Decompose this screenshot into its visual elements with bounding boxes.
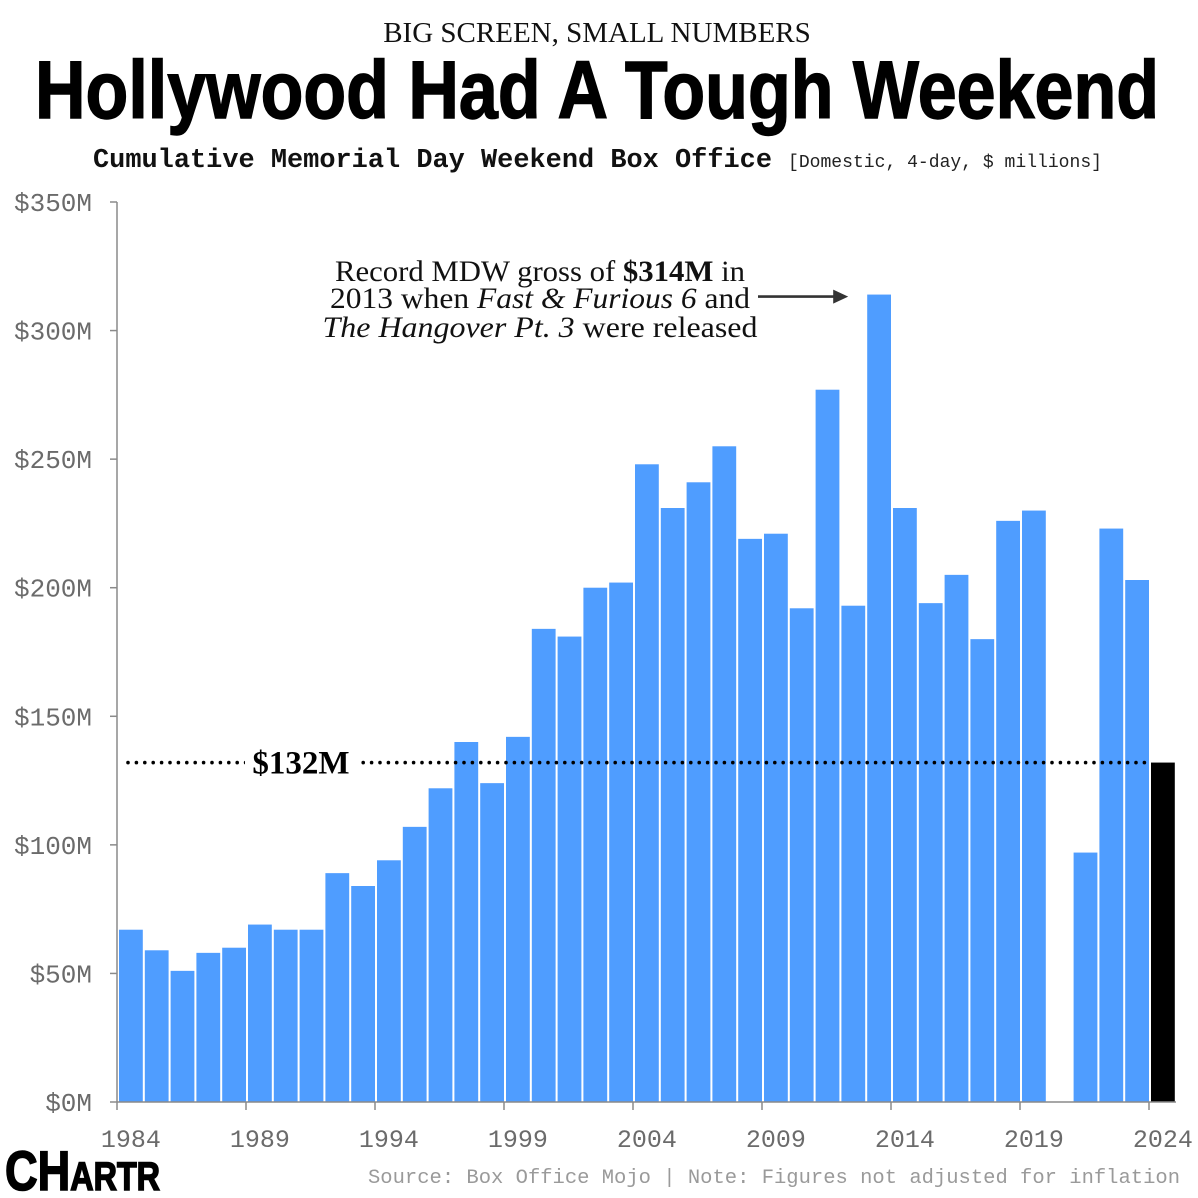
reference-label-background bbox=[245, 744, 357, 779]
bar-1986 bbox=[170, 970, 195, 1102]
bar-2019 bbox=[1022, 510, 1046, 1102]
annotation-text: were released bbox=[575, 311, 758, 344]
bar-2018 bbox=[996, 520, 1020, 1102]
chartr-logo: CHARTR bbox=[5, 1139, 160, 1198]
x-axis: 1984 1989 1994 1999 2004 2009 2014 2019 2024 bbox=[101, 1101, 1193, 1155]
x-tick-label: 1984 bbox=[101, 1126, 161, 1155]
annotation-text: Record MDW gross of bbox=[335, 255, 623, 288]
bar-2001 bbox=[557, 636, 582, 1102]
x-tick-label: 1994 bbox=[359, 1126, 419, 1155]
bar-2010 bbox=[789, 608, 814, 1102]
bar-1985 bbox=[144, 950, 169, 1102]
annotation-record-value: $314M bbox=[623, 255, 713, 288]
x-tick-label: 2014 bbox=[875, 1126, 935, 1155]
bar-2013 bbox=[867, 294, 891, 1102]
x-tick-label: 1989 bbox=[230, 1126, 290, 1155]
x-tick-label: 2019 bbox=[1004, 1126, 1064, 1155]
annotation-text: and bbox=[697, 282, 750, 315]
bar-2008 bbox=[738, 538, 762, 1102]
logo-large-letters: CH bbox=[5, 1139, 70, 1198]
source-note: Source: Box Office Mojo | Note: Figures … bbox=[368, 1167, 1180, 1190]
bar-1999 bbox=[506, 736, 530, 1102]
annotation-line-2: 2013 when Fast & Furious 6 and bbox=[330, 282, 750, 315]
bar-2002 bbox=[583, 587, 608, 1102]
bar-2017 bbox=[970, 639, 995, 1102]
y-axis: $0M $50M $100M $150M $200M $250M $300M $350M bbox=[14, 189, 118, 1119]
y-tick-label: $100M bbox=[14, 832, 92, 862]
bar-2005 bbox=[660, 508, 685, 1102]
y-tick-label: $50M bbox=[30, 960, 92, 990]
y-tick-label: $150M bbox=[14, 703, 92, 733]
y-tick-label: $0M bbox=[45, 1089, 92, 1119]
bar-2015 bbox=[918, 603, 943, 1102]
bar-2021 bbox=[1073, 852, 1098, 1102]
bar-1984 bbox=[119, 929, 143, 1102]
record-annotation: Record MDW gross of $314M in 2013 when F… bbox=[323, 255, 849, 344]
bar-2007 bbox=[712, 446, 737, 1102]
bar-2022 bbox=[1099, 528, 1124, 1102]
bar-1992 bbox=[325, 873, 350, 1102]
bar-1995 bbox=[402, 826, 427, 1102]
bar-2011 bbox=[815, 389, 840, 1103]
annotation-line-3: The Hangover Pt. 3 were released bbox=[323, 311, 758, 344]
bar-1991 bbox=[299, 929, 324, 1102]
x-tick-label: 2009 bbox=[746, 1126, 806, 1155]
annotation-arrow-head bbox=[833, 289, 849, 304]
bar-1998 bbox=[480, 783, 504, 1102]
x-tick-label: 2004 bbox=[617, 1126, 677, 1155]
bar-1997 bbox=[454, 742, 479, 1102]
chart-units-note: [Domestic, 4-day, $ millions] bbox=[788, 153, 1102, 173]
x-tick-label: 1999 bbox=[488, 1126, 548, 1155]
bar-2014 bbox=[893, 508, 917, 1102]
bar-1988 bbox=[222, 947, 246, 1102]
kicker: BIG SCREEN, SMALL NUMBERS bbox=[383, 17, 811, 49]
chart-title: Cumulative Memorial Day Weekend Box Offi… bbox=[93, 146, 772, 176]
annotation-text: 2013 when bbox=[330, 282, 477, 315]
annotation-movie-title: Fast & Furious 6 bbox=[476, 282, 697, 315]
bar-2024 bbox=[1151, 762, 1175, 1102]
bar-2016 bbox=[944, 574, 969, 1102]
bar-1989 bbox=[248, 924, 272, 1102]
annotation-text: in bbox=[713, 255, 745, 288]
bar-2012 bbox=[841, 605, 866, 1102]
bar-1993 bbox=[351, 886, 375, 1102]
bar-1994 bbox=[377, 860, 401, 1102]
y-tick-label: $250M bbox=[14, 446, 92, 476]
y-tick-label: $350M bbox=[14, 189, 92, 219]
x-tick-label: 2024 bbox=[1133, 1126, 1193, 1155]
bar-1987 bbox=[196, 952, 221, 1102]
annotation-line-1: Record MDW gross of $314M in bbox=[335, 255, 745, 288]
y-tick-label: $200M bbox=[14, 575, 92, 605]
bar-1990 bbox=[273, 929, 298, 1102]
headline: Hollywood Had A Tough Weekend bbox=[35, 45, 1159, 136]
bar-1996 bbox=[428, 788, 453, 1102]
annotation-movie-title: The Hangover Pt. 3 bbox=[323, 311, 575, 344]
logo-small-letters: ARTR bbox=[70, 1155, 160, 1198]
bar-2006 bbox=[686, 482, 711, 1102]
y-tick-label: $300M bbox=[14, 318, 92, 348]
bar-2004 bbox=[635, 464, 659, 1102]
reference-label: $132M bbox=[252, 746, 349, 782]
bar-2003 bbox=[609, 582, 633, 1102]
bar-2023 bbox=[1125, 580, 1149, 1102]
bar-2009 bbox=[764, 533, 788, 1102]
bar-2000 bbox=[531, 628, 556, 1102]
bars bbox=[119, 294, 1175, 1103]
